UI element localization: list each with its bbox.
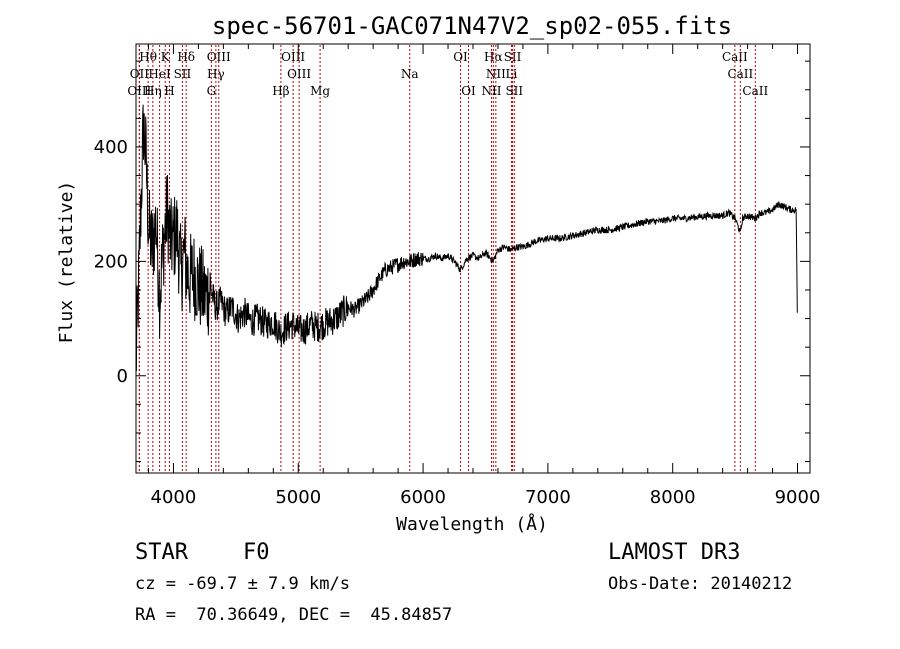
spectral-line-label: Hθ [139, 50, 157, 64]
spectral-line-label: Hη [144, 84, 162, 98]
spectral-line-label: Li [506, 67, 518, 81]
spectrum-series-line [135, 104, 798, 372]
spectral-line-label: OIII [127, 84, 151, 98]
spectral-line-label: OI [453, 50, 468, 64]
spectral-line-label: Hδ [177, 50, 195, 64]
spectral-line-label: H [164, 84, 174, 98]
y-axis-label: Flux (relative) [56, 181, 77, 344]
axes: 4000 5000 6000 7000 8000 9000 0 200 400 [94, 43, 821, 508]
spectral-line-label: SII [504, 50, 522, 64]
spectral-line-label: CaII [722, 50, 748, 64]
spectral-line-label: CaII [727, 67, 753, 81]
redshift-cz: cz = -69.7 ± 7.9 km/s [135, 574, 350, 594]
spectral-line-label: OIII [287, 67, 311, 81]
plot-frame [135, 43, 811, 474]
spectrum-plot: spec-56701-GAC071N47V2_sp02-055.fits Hθ K… [56, 12, 821, 535]
x-tick-label: 4000 [151, 487, 197, 508]
x-tick-label: 7000 [525, 487, 571, 508]
spectral-line-label: SII [174, 67, 192, 81]
survey-name: LAMOST DR3 [608, 540, 741, 565]
spectral-line-label: OIII [281, 50, 305, 64]
spectral-line-label: NII [481, 84, 501, 98]
x-tick-label: 6000 [400, 487, 446, 508]
spectral-line-label: Na [401, 67, 419, 81]
spectral-line-label: Mg [310, 84, 330, 98]
spectral-line-label: OI [461, 84, 476, 98]
y-tick-label: 400 [94, 137, 128, 158]
x-axis-label: Wavelength (Å) [396, 513, 548, 535]
y-tick-label: 200 [94, 251, 128, 272]
x-tick-label: 9000 [775, 487, 821, 508]
spectral-line-label: G [207, 84, 217, 98]
observation-date: Obs-Date: 20140212 [608, 574, 793, 594]
spectral-line-label: K [161, 50, 171, 64]
object-subclass: F0 [243, 540, 270, 565]
chart-title: spec-56701-GAC071N47V2_sp02-055.fits [212, 12, 732, 40]
spectral-line-label: Hγ [207, 67, 225, 81]
spectral-line-label: HeI [148, 67, 171, 81]
coordinates: RA = 70.36649, DEC = 45.84857 [135, 605, 453, 625]
spectral-line-label: CaII [742, 84, 768, 98]
spectral-line-label: OIII [207, 50, 231, 64]
spectral-line-label: Hα [484, 50, 503, 64]
object-class: STAR [135, 540, 188, 565]
y-tick-label: 0 [117, 366, 128, 387]
x-tick-label: 8000 [650, 487, 696, 508]
spectral-line-label: NII [486, 67, 506, 81]
x-tick-label: 5000 [275, 487, 321, 508]
spectral-line-label: Hβ [272, 84, 289, 98]
spectral-line-label: SII [505, 84, 523, 98]
series-layer [135, 104, 798, 372]
